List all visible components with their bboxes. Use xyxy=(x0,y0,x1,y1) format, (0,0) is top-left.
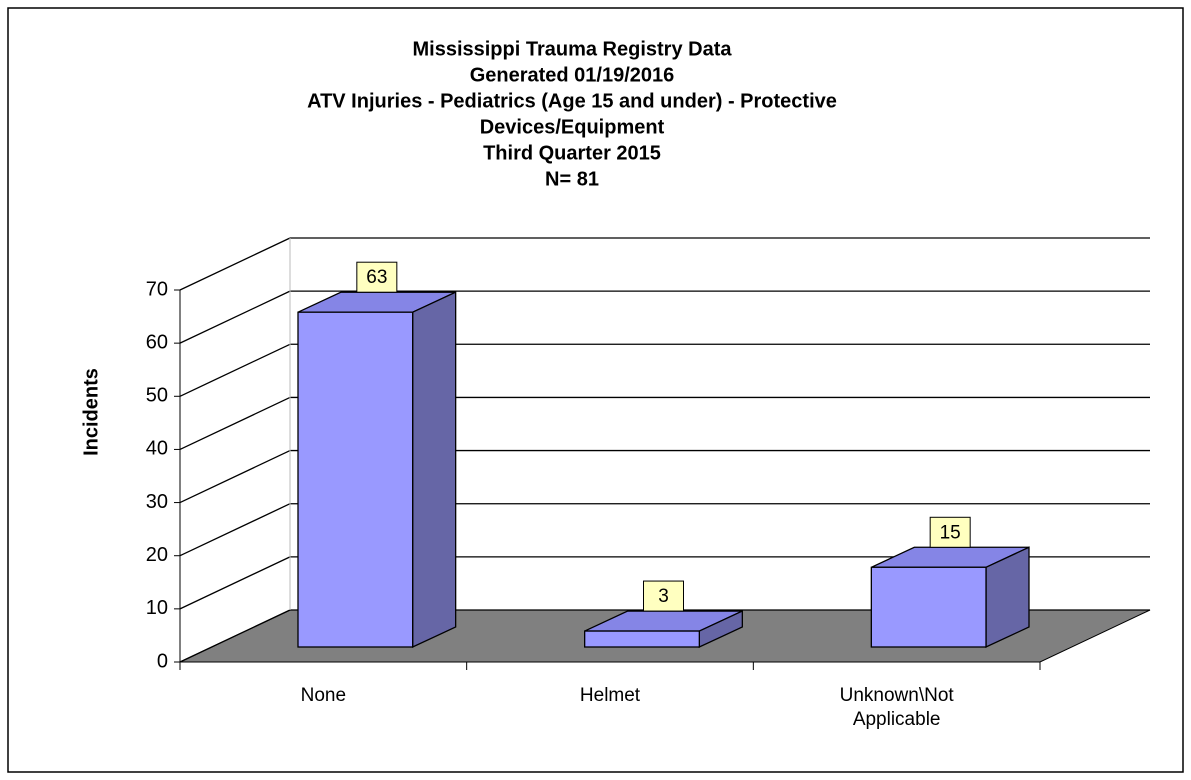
bar-front xyxy=(584,630,700,648)
grid-line xyxy=(179,290,291,344)
grid-line xyxy=(179,237,291,291)
y-tick-label: 10 xyxy=(146,597,168,619)
y-tick-label: 30 xyxy=(146,491,168,513)
chart-title: Third Quarter 2015 xyxy=(483,142,661,164)
chart-title: ATV Injuries - Pediatrics (Age 15 and un… xyxy=(307,90,837,112)
y-tick-label: 70 xyxy=(146,278,168,300)
bar-side xyxy=(412,291,457,649)
grid-line xyxy=(179,396,291,451)
x-tick-label: None xyxy=(300,685,347,706)
bar xyxy=(584,610,743,649)
y-tick-label: 50 xyxy=(146,385,168,407)
grid-line xyxy=(179,449,291,504)
chart-title: N= 81 xyxy=(545,168,599,190)
value-label: 63 xyxy=(366,267,387,288)
bar xyxy=(297,291,457,649)
y-axis-label: Incidents xyxy=(80,368,102,456)
y-tick-label: 0 xyxy=(157,650,168,672)
chart-title: Generated 01/19/2016 xyxy=(470,64,675,86)
grid-line xyxy=(179,343,291,397)
grid-line xyxy=(179,556,291,610)
value-label-box xyxy=(643,580,684,612)
y-tick-label: 60 xyxy=(146,331,168,353)
chart-title: Devices/Equipment xyxy=(480,116,665,138)
chart-title: Mississippi Trauma Registry Data xyxy=(412,38,732,60)
x-tick-label: Unknown\Not Applicable xyxy=(839,685,954,730)
x-tick-label: Helmet xyxy=(579,685,641,706)
bar xyxy=(870,546,1030,649)
grid-line xyxy=(179,503,291,557)
y-tick-label: 40 xyxy=(146,438,168,460)
grid-line xyxy=(179,609,291,663)
value-label-box xyxy=(929,516,971,548)
bar-front xyxy=(297,311,414,648)
y-tick-label: 20 xyxy=(146,544,168,566)
value-label-box xyxy=(356,261,398,293)
bar-front xyxy=(870,566,987,648)
value-label: 15 xyxy=(940,522,961,543)
value-label: 3 xyxy=(658,586,669,607)
